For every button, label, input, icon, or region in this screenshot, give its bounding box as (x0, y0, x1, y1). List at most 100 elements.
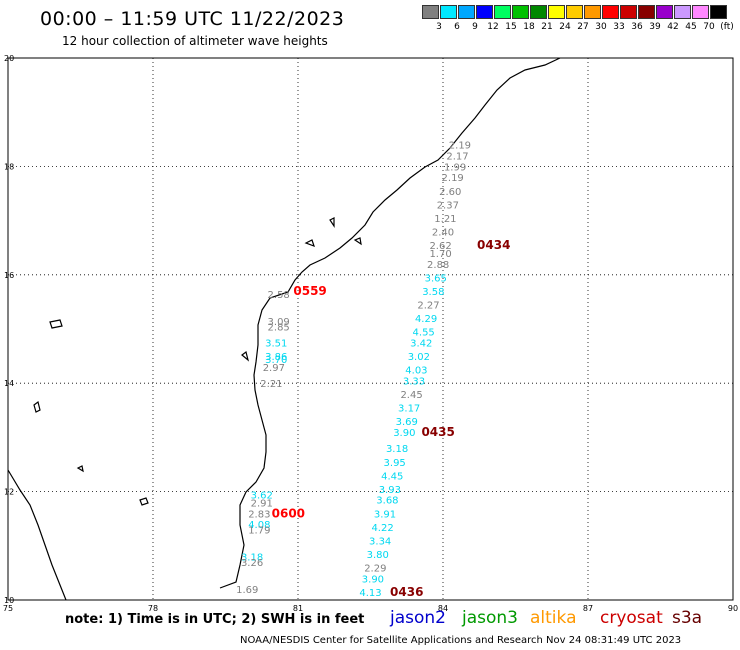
scale-swatch (494, 5, 511, 19)
wave-height-point: 3.17 (398, 404, 420, 415)
wave-height-point: 2.40 (432, 227, 454, 238)
wave-height-point: 4.45 (381, 471, 403, 482)
pass-time-label: 0600 (272, 506, 305, 520)
wave-height-point: 4.22 (371, 523, 393, 534)
wave-height-point: 3.86 (265, 352, 287, 363)
wave-height-point: 2.19 (442, 173, 464, 184)
wave-height-point: 2.60 (439, 187, 461, 198)
wave-height-point: 2.88 (427, 260, 449, 271)
scale-label: 42 (667, 22, 679, 32)
scale-swatch (440, 5, 457, 19)
wave-height-point: 2.62 (429, 241, 451, 252)
wave-height-point: 3.09 (268, 317, 290, 328)
scale-label: 6 (454, 22, 460, 32)
wave-height-point: 3.18 (386, 444, 408, 455)
latitude-ticks: 20 18 16 14 12 10 (4, 54, 14, 605)
credit-line: NOAA/NESDIS Center for Satellite Applica… (240, 635, 682, 646)
scale-swatch (422, 5, 439, 19)
lat-tick-label: 16 (4, 271, 14, 280)
wave-height-point: 4.55 (413, 328, 435, 339)
wave-height-point: 1.79 (248, 526, 270, 537)
wave-height-point: 3.90 (393, 428, 415, 439)
scale-label: 24 (559, 22, 571, 32)
lat-tick-label: 10 (4, 596, 14, 605)
wave-height-point: 2.97 (263, 363, 285, 374)
satellite-name: cryosat (600, 608, 663, 628)
wave-height-point: 4.29 (415, 314, 437, 325)
satellite-name: s3a (672, 608, 703, 628)
scale-label: 33 (613, 22, 625, 32)
scale-label: 21 (541, 22, 553, 32)
scale-swatch (530, 5, 547, 19)
scale-swatch (638, 5, 655, 19)
scale-label: 12 (487, 22, 499, 32)
pass-time-label: 0559 (293, 284, 326, 298)
scale-swatch (656, 5, 673, 19)
coastline (7, 57, 561, 601)
wave-height-point: 3.65 (425, 274, 447, 285)
lon-tick-label: 81 (293, 604, 303, 613)
wave-height-point: 3.91 (374, 509, 396, 520)
map-frame (7, 57, 734, 601)
wave-height-point: 3.34 (369, 536, 391, 547)
pass-time-label: 0434 (477, 238, 510, 252)
wave-height-point: 3.33 (403, 376, 425, 387)
lon-tick-label: 90 (728, 604, 738, 613)
scale-swatch (548, 5, 565, 19)
wave-height-point: 3.95 (384, 458, 406, 469)
scale-swatch (512, 5, 529, 19)
lon-tick-label: 75 (3, 604, 13, 613)
wave-height-point: 3.51 (265, 339, 287, 350)
map-grid (8, 58, 733, 600)
satellite-name: jason3 (462, 608, 518, 628)
wave-height-point: 3.26 (241, 558, 263, 569)
lon-tick-label: 87 (583, 604, 593, 613)
wave-height-point: 2.37 (437, 200, 459, 211)
satellite-name: altika (530, 608, 577, 628)
page-title: 00:00 – 11:59 UTC 11/22/2023 (40, 8, 345, 30)
wave-height-point: 2.45 (400, 390, 422, 401)
scale-label: 18 (523, 22, 535, 32)
wave-height-point: 3.68 (376, 496, 398, 507)
wave-height-point: 3.62 (251, 490, 273, 501)
wave-height-point: 4.13 (359, 588, 381, 599)
wave-height-point: 3.18 (241, 553, 263, 564)
wave-height-point: 3.58 (422, 287, 444, 298)
scale-swatch (476, 5, 493, 19)
pass-time-label: 0435 (421, 425, 454, 439)
wave-height-point: 1.70 (429, 249, 451, 260)
wave-height-point: 3.90 (362, 574, 384, 585)
scale-label: 9 (472, 22, 478, 32)
satellite-name: jason2 (390, 608, 446, 628)
wave-height-point: 3.80 (367, 550, 389, 561)
scale-swatch (602, 5, 619, 19)
scale-swatch (584, 5, 601, 19)
scale-label: 70 (703, 22, 715, 32)
wave-height-point: 1.99 (444, 162, 466, 173)
wave-height-point: 3.70 (265, 355, 287, 366)
wave-height-point: 2.17 (446, 152, 468, 163)
scale-swatch (458, 5, 475, 19)
footer-note: note: 1) Time is in UTC; 2) SWH is in fe… (65, 612, 365, 627)
lat-tick-label: 14 (4, 379, 14, 388)
scale-label: 3 (436, 22, 442, 32)
wave-height-point: 2.83 (248, 509, 270, 520)
scale-swatch (620, 5, 637, 19)
scale-label: 15 (505, 22, 517, 32)
scale-label: 27 (577, 22, 589, 32)
scale-swatch (710, 5, 727, 19)
wave-height-point: 3.69 (396, 417, 418, 428)
wave-height-point: 2.19 (449, 141, 471, 152)
wave-height-labels: 2.192.171.992.192.602.371.212.402.621.70… (236, 141, 471, 599)
scale-swatch (692, 5, 709, 19)
wave-height-point: 3.93 (379, 485, 401, 496)
scale-label: 36 (631, 22, 643, 32)
scale-label: 30 (595, 22, 607, 32)
wave-height-point: 2.21 (260, 379, 282, 390)
wave-height-point: 3.02 (408, 352, 430, 363)
wave-height-point: 2.29 (364, 563, 386, 574)
pass-time-labels: 0434 0559 0435 0600 0436 (272, 238, 511, 599)
longitude-ticks: 75 78 81 84 87 90 (3, 604, 738, 613)
scale-label: 39 (649, 22, 661, 32)
